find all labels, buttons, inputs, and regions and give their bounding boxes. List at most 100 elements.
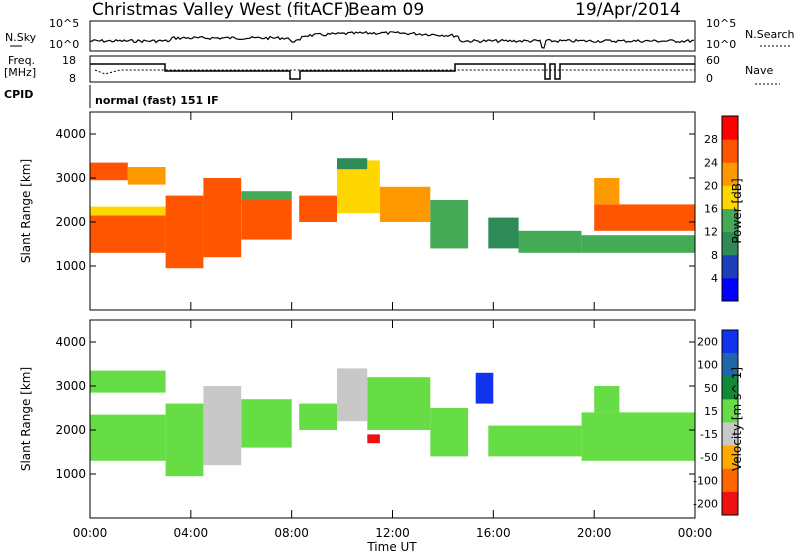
colorbar-tick-0: 200: [697, 336, 718, 349]
time-tick-2: 08:00: [274, 526, 309, 540]
scatter-region-7: [367, 377, 431, 430]
scatter-region-8: [299, 195, 337, 222]
nsky-trace: [89, 30, 695, 49]
colorbar-swatch-0: [722, 277, 738, 302]
freq-tick-low: 8: [69, 72, 76, 85]
colorbar-tick-0: 4: [711, 272, 718, 285]
cpid-label: CPID: [4, 88, 33, 101]
scatter-region-3: [203, 386, 242, 466]
scatter-region-1: [90, 206, 166, 216]
colorbar-swatch-1: [722, 254, 738, 279]
colorbar-tick-2: 50: [704, 382, 718, 395]
noise-tick-low: 10^0: [49, 38, 79, 51]
scatter-region-4: [241, 399, 292, 448]
noise-tick-high: 10^5: [49, 17, 79, 30]
time-tick-4: 16:00: [476, 526, 511, 540]
power-colorbar: 4 8 12 16 20 24 28: [704, 115, 739, 302]
colorbar-swatch-4: [722, 422, 738, 447]
colorbar-tick-1: 8: [711, 249, 718, 262]
nsky-label: N.Sky: [5, 31, 37, 44]
colorbar-tick-4: -15: [700, 428, 718, 441]
scatter-region-11: [581, 412, 695, 461]
scatter-region-10: [488, 425, 582, 457]
scatter-region-14: [518, 230, 582, 253]
scatter-region-3: [127, 167, 166, 185]
colorbar-tick-6: 28: [704, 133, 718, 146]
colorbar-swatch-4: [722, 185, 738, 209]
ytick-label-3: 4000: [55, 335, 86, 349]
ytick-label-0: 1000: [55, 259, 86, 273]
scatter-region-1: [90, 370, 166, 393]
time-tick-3: 12:00: [375, 526, 410, 540]
noise-panel: N.Sky 10^5 10^0 10^5 10^0 N.Search: [5, 17, 795, 52]
cpid-panel: CPID normal (fast) 151 IF: [4, 85, 219, 108]
colorbar-swatch-1: [722, 353, 738, 377]
nave-label: Nave: [745, 64, 773, 77]
ytick-label-0: 1000: [55, 467, 86, 481]
scatter-region-6: [337, 368, 368, 422]
scatter-region-2: [165, 403, 204, 477]
freq-panel-frame: [89, 55, 696, 83]
time-tick-6: 00:00: [678, 526, 713, 540]
noise-tick-high-right: 10^5: [706, 17, 736, 30]
colorbar-swatch-0: [722, 330, 738, 354]
colorbar-swatch-3: [722, 399, 738, 423]
colorbar-frame: [721, 329, 739, 516]
nave-tick-high: 60: [706, 54, 720, 67]
beam-label: Beam 09: [348, 0, 424, 20]
freq-label: Freq.: [8, 54, 35, 67]
time-axis-labels: 00:00 04:00 08:00 12:00 16:00 20:00 00:00: [73, 526, 713, 540]
nsearch-label: N.Search: [745, 28, 795, 41]
ytick-label-1: 2000: [55, 215, 86, 229]
date-label: 19/Apr/2014: [575, 0, 681, 20]
nave-tick-low: 0: [706, 72, 713, 85]
scatter-region-8: [430, 408, 469, 457]
colorbar-tick-5: -50: [700, 451, 718, 464]
colorbar-tick-2: 12: [704, 226, 718, 239]
scatter-region-17: [594, 178, 620, 205]
velocity-colorbar-label: Velocity [m s^-1]: [730, 367, 744, 471]
noise-tick-low-right: 10^0: [706, 38, 736, 51]
velocity-panel: 1000 2000 3000 4000 Slant Range [km]: [19, 319, 696, 519]
freq-tick-high: 18: [62, 54, 76, 67]
scatter-region-13: [367, 434, 380, 444]
power-panel: 1000 2000 3000 4000 Slant Range [km]: [19, 111, 696, 311]
scatter-region-11: [379, 186, 431, 222]
colorbar-swatch-3: [722, 208, 738, 233]
scatter-region-2: [90, 162, 128, 181]
time-tick-0: 00:00: [73, 526, 108, 540]
ytick-label-3: 4000: [55, 127, 86, 141]
power-xaxis-ticks: [89, 112, 696, 310]
time-tick-5: 20:00: [577, 526, 612, 540]
colorbar-swatch-5: [722, 162, 738, 186]
nave-trace: [94, 69, 695, 75]
freq-panel: Freq. [MHz] 18 8 60 0 Nave: [4, 54, 780, 85]
power-yaxis: 1000 2000 3000 4000: [55, 127, 695, 273]
scatter-region-12: [594, 386, 620, 413]
noise-panel-frame: [89, 20, 696, 52]
colorbar-swatch-2: [722, 231, 738, 256]
velocity-scatter: [90, 368, 695, 477]
power-ylabel: Slant Range [km]: [19, 159, 33, 263]
colorbar-tick-6: -100: [693, 474, 718, 487]
cpid-text: normal (fast) 151 IF: [95, 94, 219, 107]
colorbar-swatch-7: [722, 116, 738, 140]
colorbar-swatch-7: [722, 491, 738, 516]
scatter-region-13: [488, 217, 519, 249]
scatter-region-4: [165, 195, 204, 269]
scatter-region-5: [203, 178, 242, 258]
time-tick-1: 04:00: [174, 526, 209, 540]
ytick-label-2: 3000: [55, 171, 86, 185]
power-colorbar-label: Power [dB]: [730, 178, 744, 243]
scatter-region-6: [241, 200, 292, 240]
scatter-region-15: [581, 235, 695, 253]
colorbar-swatch-2: [722, 376, 738, 400]
scatter-region-0: [90, 414, 166, 461]
velocity-xaxis-ticks: [89, 320, 696, 518]
colorbar-swatch-5: [722, 445, 738, 470]
scatter-region-10: [337, 158, 368, 170]
colorbar-frame: [721, 115, 739, 302]
ytick-label-1: 2000: [55, 423, 86, 437]
colorbar-tick-7: -200: [693, 497, 718, 510]
